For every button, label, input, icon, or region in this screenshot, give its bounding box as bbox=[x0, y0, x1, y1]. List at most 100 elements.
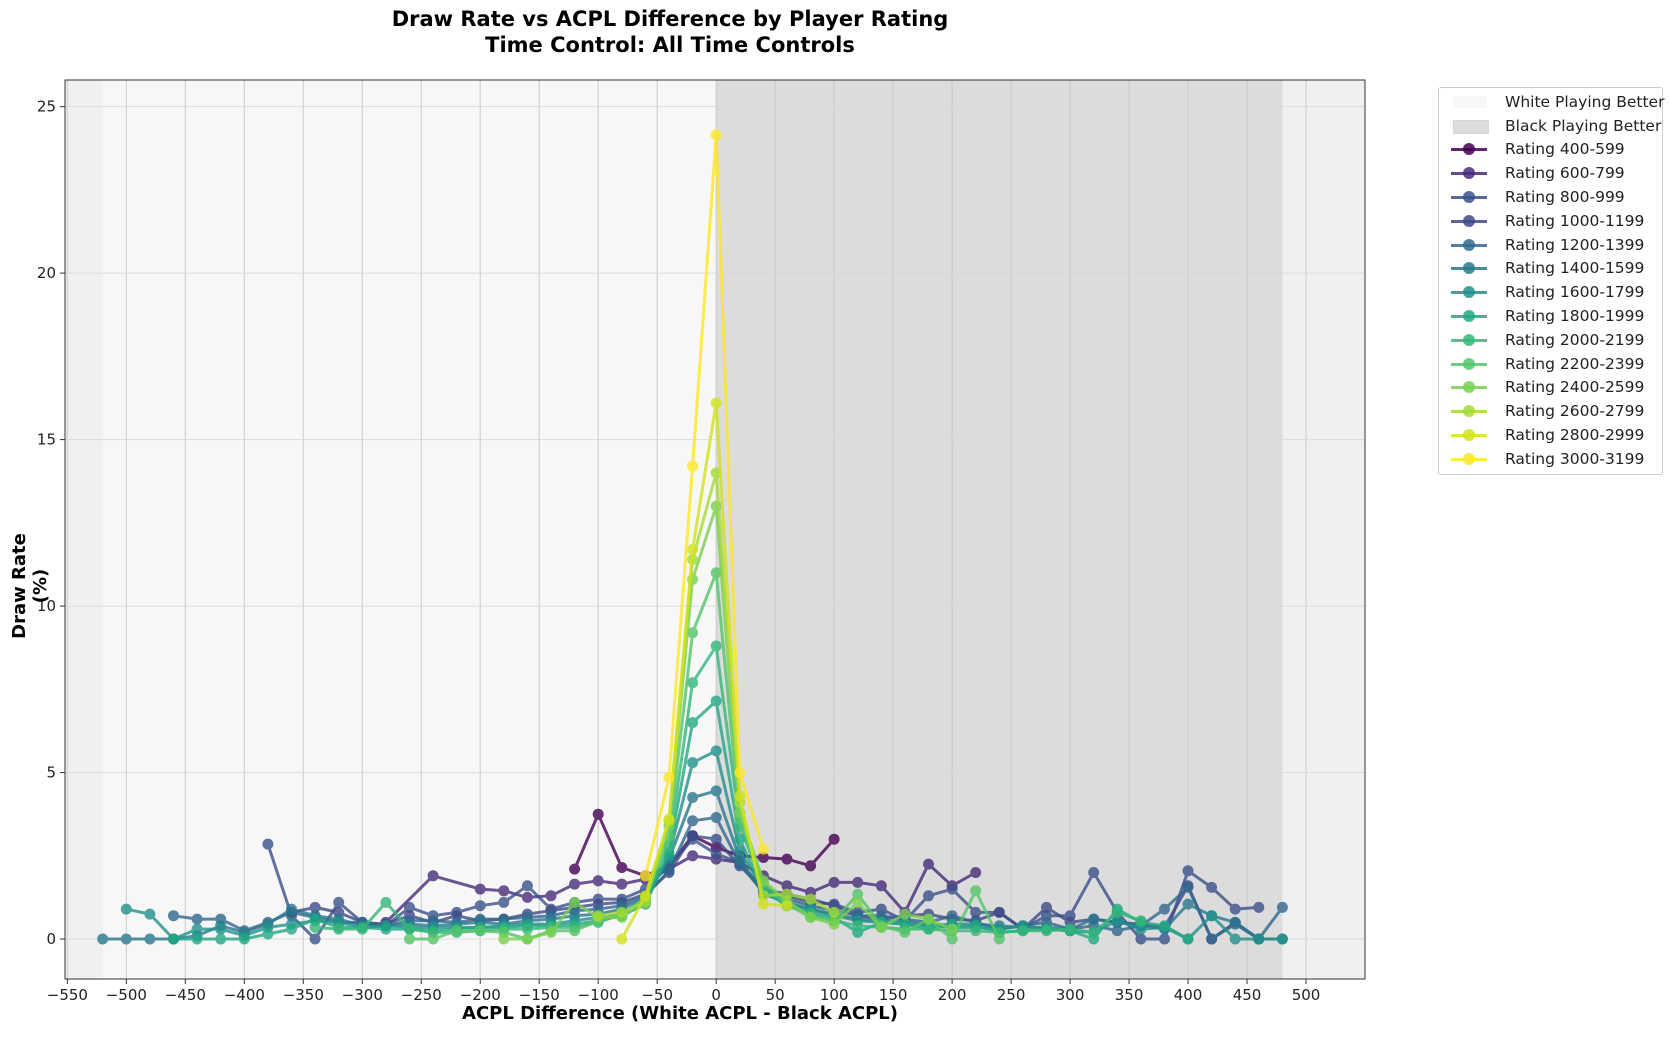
x-tick-label: −200 bbox=[460, 986, 501, 1004]
series-group bbox=[97, 129, 1288, 945]
x-tick-label: 0 bbox=[711, 986, 721, 1004]
data-point bbox=[1159, 933, 1170, 945]
data-point bbox=[238, 933, 250, 945]
data-point bbox=[1159, 920, 1170, 932]
x-tick-label: −450 bbox=[165, 986, 206, 1004]
data-point bbox=[474, 925, 486, 937]
legend-label: Black Playing Better bbox=[1505, 116, 1662, 135]
data-point bbox=[710, 129, 722, 141]
data-point bbox=[286, 923, 297, 935]
data-point bbox=[1159, 903, 1170, 915]
legend-item: Rating 1400-1599 bbox=[1439, 257, 1662, 281]
y-tick-label: 20 bbox=[37, 264, 56, 282]
data-point bbox=[569, 863, 581, 875]
data-point bbox=[687, 830, 699, 842]
legend-item: Rating 2800-2999 bbox=[1439, 423, 1662, 447]
legend: White Playing Better Black Playing Better… bbox=[1438, 87, 1665, 475]
data-point bbox=[1253, 901, 1265, 913]
data-point bbox=[1206, 933, 1218, 945]
data-point bbox=[215, 923, 227, 935]
legend-item: Rating 2400-2599 bbox=[1439, 376, 1662, 400]
legend-item: White Playing Better bbox=[1439, 90, 1665, 114]
x-tick-label: 150 bbox=[879, 986, 908, 1004]
data-point bbox=[569, 878, 581, 890]
x-tick-label: 450 bbox=[1233, 986, 1262, 1004]
legend-item: Black Playing Better bbox=[1439, 114, 1662, 138]
y-tick-label: 5 bbox=[46, 764, 56, 782]
legend-item: Rating 600-799 bbox=[1439, 161, 1662, 185]
legend-label: White Playing Better bbox=[1505, 92, 1665, 111]
data-point bbox=[923, 890, 934, 902]
data-point bbox=[592, 875, 604, 887]
data-point bbox=[852, 920, 864, 932]
data-point bbox=[451, 925, 463, 937]
data-point bbox=[805, 860, 817, 872]
x-tick-label: 300 bbox=[1056, 986, 1085, 1004]
data-point bbox=[970, 885, 982, 897]
legend-item: Rating 2000-2199 bbox=[1439, 328, 1662, 352]
series-rating-2800-2999 bbox=[616, 397, 793, 945]
y-tick-label: 15 bbox=[37, 431, 56, 449]
data-point bbox=[168, 910, 179, 922]
data-point bbox=[616, 878, 628, 890]
y-axis-label: Draw Rate (%) bbox=[9, 533, 51, 639]
data-point bbox=[875, 921, 887, 933]
data-point bbox=[120, 933, 132, 945]
data-point bbox=[923, 858, 934, 870]
data-point bbox=[545, 890, 557, 902]
data-point bbox=[1135, 933, 1147, 945]
data-point bbox=[1088, 913, 1100, 925]
data-point bbox=[946, 883, 958, 895]
data-point bbox=[828, 876, 840, 888]
data-point bbox=[710, 812, 722, 823]
x-tick-label: 250 bbox=[997, 986, 1026, 1004]
data-point bbox=[828, 833, 840, 845]
legend-label: Rating 3000-3199 bbox=[1505, 449, 1645, 468]
data-point bbox=[1064, 923, 1076, 935]
data-point bbox=[710, 848, 722, 860]
x-tick-label: 400 bbox=[1174, 986, 1203, 1004]
data-point bbox=[380, 896, 392, 908]
data-point bbox=[380, 923, 392, 935]
legend-item: Rating 2600-2799 bbox=[1439, 399, 1662, 423]
data-point bbox=[97, 933, 109, 945]
data-point bbox=[757, 898, 769, 910]
data-point bbox=[569, 896, 581, 908]
data-point bbox=[592, 910, 604, 922]
data-point bbox=[286, 903, 297, 915]
data-point bbox=[1182, 881, 1194, 893]
black-better-region bbox=[716, 80, 1283, 979]
x-tick-label: 350 bbox=[1115, 986, 1144, 1004]
data-point bbox=[191, 933, 203, 945]
data-point bbox=[710, 695, 722, 707]
data-point bbox=[1017, 925, 1029, 937]
legend-line-marker-icon bbox=[1439, 282, 1501, 302]
data-point bbox=[333, 923, 345, 935]
grid bbox=[65, 80, 1365, 979]
data-point bbox=[687, 677, 699, 689]
data-point bbox=[1111, 915, 1123, 927]
legend-item: Rating 1200-1399 bbox=[1439, 233, 1662, 257]
chart-title-line1: Draw Rate vs ACPL Difference by Player R… bbox=[391, 7, 949, 31]
data-point bbox=[144, 933, 156, 945]
data-point bbox=[710, 785, 722, 797]
data-point bbox=[616, 862, 628, 873]
x-tick-label: 500 bbox=[1292, 986, 1321, 1004]
x-tick-label: −400 bbox=[224, 986, 265, 1004]
x-tick-label: −50 bbox=[641, 986, 673, 1004]
legend-item: Rating 1000-1199 bbox=[1439, 209, 1662, 233]
data-point bbox=[616, 906, 628, 918]
legend-line-marker-icon bbox=[1439, 163, 1501, 183]
legend-line-marker-icon bbox=[1439, 211, 1501, 231]
data-point bbox=[144, 908, 156, 920]
data-point bbox=[1088, 926, 1100, 938]
data-point bbox=[120, 903, 132, 915]
data-point bbox=[946, 910, 958, 922]
y-tick-label: 25 bbox=[37, 98, 56, 116]
legend-item: Rating 800-999 bbox=[1439, 185, 1662, 209]
x-tick-label: −150 bbox=[519, 986, 560, 1004]
data-point bbox=[828, 906, 840, 918]
x-tick-label: −300 bbox=[342, 986, 383, 1004]
data-point bbox=[498, 896, 510, 908]
